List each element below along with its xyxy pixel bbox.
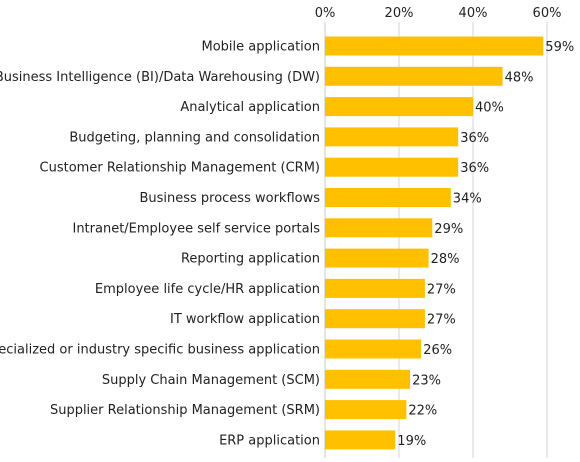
x-tick-label: 20% bbox=[385, 6, 414, 21]
bar bbox=[325, 309, 425, 329]
value-label: 40% bbox=[475, 101, 504, 116]
value-label: 28% bbox=[431, 252, 460, 267]
bar bbox=[325, 97, 473, 117]
value-label: 19% bbox=[397, 434, 426, 449]
value-label: 29% bbox=[434, 222, 463, 237]
value-label: 48% bbox=[505, 70, 534, 85]
category-label: Business process workflows bbox=[139, 191, 320, 206]
x-axis-ticks: 0% 20% 40% 60% bbox=[315, 6, 562, 21]
category-label: IT workflow application bbox=[170, 312, 320, 327]
bar bbox=[325, 36, 544, 56]
category-labels: Mobile application Business Intelligence … bbox=[0, 40, 320, 449]
bar bbox=[325, 248, 429, 268]
category-label: Business Intelligence (BI)/Data Warehous… bbox=[0, 70, 320, 85]
grid-lines bbox=[324, 22, 548, 458]
category-label: Specialized or industry specific busines… bbox=[0, 343, 320, 358]
bar bbox=[325, 188, 451, 207]
bar bbox=[325, 430, 396, 450]
value-label: 27% bbox=[427, 313, 456, 328]
category-label: Supplier Relationship Management (SRM) bbox=[50, 403, 320, 418]
category-label: Budgeting, planning and consolidation bbox=[69, 130, 320, 145]
bar bbox=[325, 339, 422, 359]
category-label: Mobile application bbox=[202, 40, 321, 55]
category-label: ERP application bbox=[219, 433, 320, 448]
x-tick-label: 0% bbox=[315, 6, 336, 21]
value-label: 22% bbox=[408, 404, 437, 419]
category-label: Employee life cycle/HR application bbox=[95, 282, 320, 297]
bar bbox=[325, 127, 459, 147]
x-tick-label: 40% bbox=[459, 6, 488, 21]
category-label: Analytical application bbox=[180, 100, 320, 115]
value-labels: 59% 48% 40% 36% 36% 34% 29% 28% 27% 27% 26% 23% 22% 1… bbox=[397, 40, 574, 449]
bar bbox=[325, 369, 411, 389]
bars bbox=[325, 36, 544, 450]
category-label: Intranet/Employee self service portals bbox=[72, 221, 320, 236]
value-label: 36% bbox=[460, 131, 489, 146]
category-label: Reporting application bbox=[181, 252, 320, 267]
value-label: 23% bbox=[412, 373, 441, 388]
value-label: 26% bbox=[423, 343, 452, 358]
x-tick-label: 60% bbox=[533, 6, 562, 21]
bar bbox=[325, 66, 503, 86]
value-label: 36% bbox=[460, 161, 489, 176]
bar bbox=[325, 157, 459, 177]
bar bbox=[325, 278, 425, 298]
category-label: Customer Relationship Management (CRM) bbox=[40, 161, 320, 176]
bar bbox=[325, 400, 407, 420]
category-label: Supply Chain Management (SCM) bbox=[102, 373, 320, 388]
bar bbox=[325, 218, 433, 238]
value-label: 59% bbox=[545, 40, 574, 55]
value-label: 34% bbox=[453, 192, 482, 207]
value-label: 27% bbox=[427, 282, 456, 297]
